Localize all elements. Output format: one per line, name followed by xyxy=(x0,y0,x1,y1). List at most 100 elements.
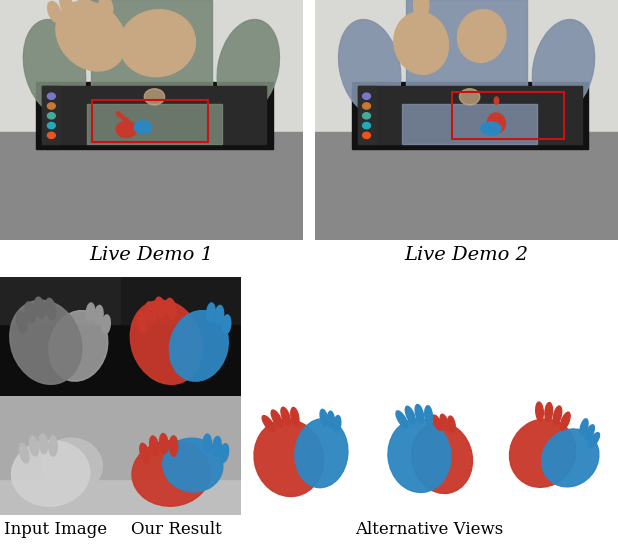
Circle shape xyxy=(363,122,370,129)
Ellipse shape xyxy=(145,302,156,323)
Ellipse shape xyxy=(215,305,224,324)
Ellipse shape xyxy=(117,112,120,116)
Ellipse shape xyxy=(19,443,29,463)
Ellipse shape xyxy=(537,522,546,540)
Ellipse shape xyxy=(213,437,221,455)
Ellipse shape xyxy=(403,530,416,546)
Ellipse shape xyxy=(130,300,202,384)
Ellipse shape xyxy=(49,311,108,381)
Bar xyxy=(315,132,618,240)
Ellipse shape xyxy=(430,546,437,548)
Ellipse shape xyxy=(206,303,215,322)
Ellipse shape xyxy=(150,436,159,456)
Ellipse shape xyxy=(134,121,151,134)
Ellipse shape xyxy=(561,412,570,430)
Ellipse shape xyxy=(12,441,90,506)
Ellipse shape xyxy=(49,436,57,456)
Ellipse shape xyxy=(457,10,506,62)
Ellipse shape xyxy=(78,0,91,13)
Circle shape xyxy=(48,132,55,139)
Ellipse shape xyxy=(488,113,506,133)
Ellipse shape xyxy=(328,411,334,428)
Circle shape xyxy=(363,113,370,119)
Ellipse shape xyxy=(10,300,82,384)
Bar xyxy=(452,92,564,139)
Ellipse shape xyxy=(431,522,440,541)
Ellipse shape xyxy=(219,444,229,463)
Ellipse shape xyxy=(440,414,449,430)
Circle shape xyxy=(144,89,164,105)
Ellipse shape xyxy=(42,438,103,492)
Text: Input Image: Input Image xyxy=(4,521,107,539)
Ellipse shape xyxy=(132,441,210,506)
Ellipse shape xyxy=(255,534,328,548)
Ellipse shape xyxy=(291,407,299,426)
Ellipse shape xyxy=(122,116,125,120)
Ellipse shape xyxy=(166,298,176,319)
Ellipse shape xyxy=(405,406,415,424)
Bar xyxy=(87,104,222,144)
Ellipse shape xyxy=(95,305,103,324)
Bar xyxy=(43,87,61,144)
Ellipse shape xyxy=(306,540,314,548)
Ellipse shape xyxy=(86,303,95,322)
Ellipse shape xyxy=(203,434,211,453)
Bar xyxy=(91,0,212,91)
Ellipse shape xyxy=(580,535,587,548)
Ellipse shape xyxy=(524,535,572,548)
Ellipse shape xyxy=(413,0,429,21)
Ellipse shape xyxy=(314,541,321,548)
Ellipse shape xyxy=(388,419,451,493)
Ellipse shape xyxy=(321,545,328,548)
Ellipse shape xyxy=(448,416,455,432)
Ellipse shape xyxy=(421,522,431,540)
Circle shape xyxy=(48,113,55,119)
Ellipse shape xyxy=(262,415,275,432)
Bar xyxy=(315,0,618,132)
Ellipse shape xyxy=(494,97,499,105)
Ellipse shape xyxy=(541,429,599,487)
Bar xyxy=(352,82,588,149)
Bar xyxy=(121,396,241,480)
Ellipse shape xyxy=(580,419,588,435)
Ellipse shape xyxy=(163,438,223,492)
Ellipse shape xyxy=(396,411,408,428)
Ellipse shape xyxy=(412,524,423,542)
Bar xyxy=(121,277,241,324)
Bar xyxy=(0,0,303,132)
Ellipse shape xyxy=(481,122,501,135)
Ellipse shape xyxy=(48,2,61,22)
Circle shape xyxy=(363,132,370,139)
Ellipse shape xyxy=(25,302,35,323)
Ellipse shape xyxy=(277,528,287,546)
Ellipse shape xyxy=(527,526,538,544)
Ellipse shape xyxy=(573,533,580,548)
Bar xyxy=(0,396,121,480)
Ellipse shape xyxy=(509,419,576,487)
Ellipse shape xyxy=(423,543,431,548)
Ellipse shape xyxy=(137,311,147,333)
Ellipse shape xyxy=(119,114,122,118)
Ellipse shape xyxy=(334,415,341,432)
Ellipse shape xyxy=(46,298,56,319)
Ellipse shape xyxy=(56,1,126,71)
Ellipse shape xyxy=(116,121,137,138)
Ellipse shape xyxy=(119,10,195,77)
Ellipse shape xyxy=(433,415,442,430)
Text: Alternative Views: Alternative Views xyxy=(355,521,504,539)
Ellipse shape xyxy=(155,297,166,318)
Ellipse shape xyxy=(547,521,555,540)
Ellipse shape xyxy=(39,433,48,454)
Circle shape xyxy=(363,103,370,109)
Ellipse shape xyxy=(29,436,38,456)
Ellipse shape xyxy=(217,20,279,115)
Ellipse shape xyxy=(553,406,562,425)
Ellipse shape xyxy=(412,423,473,493)
Ellipse shape xyxy=(102,315,111,334)
Bar xyxy=(36,82,273,149)
Ellipse shape xyxy=(394,530,465,548)
Ellipse shape xyxy=(585,425,595,441)
Ellipse shape xyxy=(268,533,279,548)
Ellipse shape xyxy=(589,432,599,447)
Ellipse shape xyxy=(17,311,27,333)
